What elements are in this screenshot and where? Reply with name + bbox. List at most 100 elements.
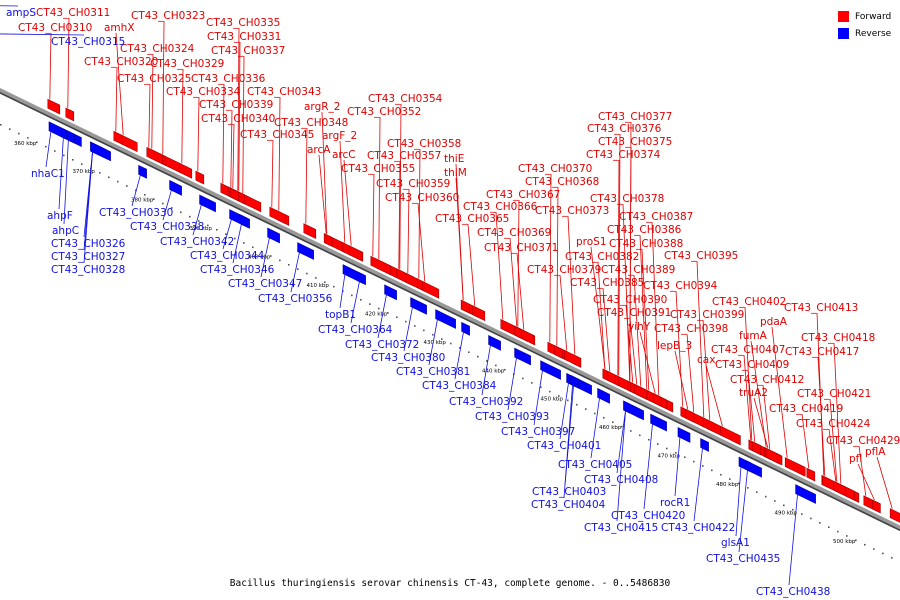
reverse-gene-shape[interactable] bbox=[90, 141, 111, 162]
reverse-gene-label[interactable]: CT43_CH0356 bbox=[258, 293, 333, 305]
forward-gene-shape[interactable] bbox=[422, 281, 440, 299]
forward-gene-label[interactable]: yihY bbox=[628, 321, 651, 333]
forward-gene-shape[interactable] bbox=[405, 272, 419, 289]
forward-gene-shape[interactable] bbox=[652, 392, 662, 407]
forward-gene-label[interactable]: CT43_CH0387 bbox=[619, 211, 693, 223]
forward-gene-label[interactable]: CT43_CH0375 bbox=[598, 136, 672, 148]
forward-gene-label[interactable]: CT43_CH0345 bbox=[240, 129, 314, 141]
forward-gene-shape[interactable] bbox=[784, 457, 806, 477]
forward-gene-label[interactable]: CT43_CH0358 bbox=[387, 138, 461, 150]
forward-gene-shape[interactable] bbox=[765, 447, 783, 466]
reverse-gene-shape[interactable] bbox=[795, 484, 816, 504]
reverse-gene-shape[interactable] bbox=[461, 321, 470, 336]
forward-gene-label[interactable]: CT43_CH0382 bbox=[565, 251, 639, 263]
forward-gene-label[interactable]: CT43_CH0329 bbox=[150, 58, 224, 70]
forward-gene-shape[interactable] bbox=[872, 499, 881, 514]
reverse-gene-shape[interactable] bbox=[169, 179, 182, 196]
reverse-gene-label[interactable]: nhaC1 bbox=[31, 168, 65, 180]
forward-gene-label[interactable]: CT43_CH0340 bbox=[201, 113, 275, 125]
forward-gene-shape[interactable] bbox=[113, 130, 123, 145]
forward-gene-label[interactable]: lepB_3 bbox=[657, 340, 692, 352]
forward-gene-label[interactable]: CT43_CH0389 bbox=[601, 264, 675, 276]
forward-gene-shape[interactable] bbox=[720, 425, 741, 446]
reverse-gene-label[interactable]: CT43_CH0408 bbox=[584, 474, 658, 486]
forward-gene-label[interactable]: truA2 bbox=[739, 387, 768, 399]
reverse-gene-label[interactable]: CT43_CH0328 bbox=[51, 264, 125, 276]
reverse-gene-label[interactable]: CT43_CH0404 bbox=[531, 499, 606, 511]
forward-gene-label[interactable]: pdaA bbox=[760, 316, 788, 328]
reverse-gene-shape[interactable] bbox=[700, 438, 709, 452]
forward-gene-label[interactable]: CT43_CH0331 bbox=[207, 31, 281, 43]
forward-gene-label[interactable]: CT43_CH0419 bbox=[769, 403, 843, 415]
forward-gene-label[interactable]: CT43_CH0373 bbox=[535, 205, 609, 217]
reverse-gene-label[interactable]: CT43_CH0338 bbox=[130, 221, 204, 233]
reverse-gene-label[interactable]: CT43_CH0393 bbox=[475, 411, 549, 423]
reverse-gene-label[interactable]: CT43_CH0330 bbox=[99, 207, 173, 219]
reverse-gene-shape[interactable] bbox=[384, 284, 397, 301]
reverse-gene-shape[interactable] bbox=[650, 413, 667, 432]
reverse-gene-shape[interactable] bbox=[677, 427, 691, 443]
reverse-gene-label[interactable]: CT43_CH0347 bbox=[228, 278, 302, 290]
forward-gene-label[interactable]: CT43_CH0365 bbox=[435, 213, 509, 225]
forward-gene-label[interactable]: CT43_CH0413 bbox=[784, 302, 858, 314]
reverse-gene-label[interactable]: rocR1 bbox=[660, 497, 690, 509]
forward-gene-label[interactable]: CT43_CH0394 bbox=[643, 280, 718, 292]
reverse-gene-label[interactable]: CT43_CH0344 bbox=[190, 250, 265, 262]
forward-gene-label[interactable]: CT43_CH0374 bbox=[586, 149, 661, 161]
forward-gene-label[interactable]: CT43_CH0386 bbox=[607, 224, 682, 236]
reverse-gene-label[interactable]: CT43_CH0326 bbox=[51, 238, 126, 250]
reverse-gene-label[interactable]: CT43_CH0403 bbox=[532, 486, 606, 498]
forward-gene-label[interactable]: CT43_CH0388 bbox=[609, 238, 683, 250]
forward-gene-label[interactable]: CT43_CH0323 bbox=[131, 10, 205, 22]
reverse-gene-shape[interactable] bbox=[514, 347, 531, 366]
forward-gene-label[interactable]: CT43_CH0337 bbox=[211, 45, 285, 57]
forward-gene-shape[interactable] bbox=[323, 233, 333, 247]
forward-gene-label[interactable]: CT43_CH0339 bbox=[199, 99, 273, 111]
reverse-gene-shape[interactable] bbox=[199, 194, 216, 213]
forward-gene-label[interactable]: CT43_CH0385 bbox=[570, 277, 644, 289]
forward-gene-label[interactable]: CT43_CH0352 bbox=[347, 106, 421, 118]
forward-gene-shape[interactable] bbox=[460, 299, 470, 314]
forward-gene-shape[interactable] bbox=[348, 245, 362, 262]
forward-gene-label[interactable]: CT43_CH0368 bbox=[525, 176, 599, 188]
forward-gene-label[interactable]: CT43_CH0379 bbox=[527, 264, 601, 276]
forward-gene-label[interactable]: CT43_CH0376 bbox=[587, 123, 662, 135]
reverse-gene-label[interactable]: CT43_CH0422 bbox=[661, 522, 735, 534]
forward-gene-label[interactable]: CT43_CH0336 bbox=[191, 73, 266, 85]
forward-gene-shape[interactable] bbox=[685, 408, 695, 423]
reverse-gene-shape[interactable] bbox=[623, 400, 644, 421]
forward-gene-label[interactable]: CT43_CH0424 bbox=[796, 418, 871, 430]
reverse-gene-shape[interactable] bbox=[570, 374, 579, 389]
forward-gene-shape[interactable] bbox=[303, 223, 317, 239]
forward-gene-label[interactable]: CT43_CH0355 bbox=[341, 163, 415, 175]
forward-gene-label[interactable]: thiM bbox=[444, 167, 467, 179]
forward-gene-label[interactable]: CT43_CH0390 bbox=[593, 294, 667, 306]
reverse-gene-shape[interactable] bbox=[540, 360, 561, 380]
forward-gene-label[interactable]: CT43_CH0399 bbox=[670, 309, 744, 321]
forward-gene-shape[interactable] bbox=[521, 329, 535, 345]
reverse-gene-label[interactable]: CT43_CH0327 bbox=[51, 251, 125, 263]
forward-gene-label[interactable]: CT43_CH0398 bbox=[654, 323, 728, 335]
forward-gene-shape[interactable] bbox=[607, 370, 617, 385]
forward-gene-shape[interactable] bbox=[889, 508, 900, 528]
forward-gene-label[interactable]: CT43_CH0310 bbox=[18, 22, 92, 34]
forward-gene-label[interactable]: CT43_CH0377 bbox=[598, 111, 672, 123]
forward-gene-shape[interactable] bbox=[65, 107, 75, 122]
forward-gene-label[interactable]: pflA bbox=[865, 446, 886, 458]
reverse-gene-label[interactable]: glsA1 bbox=[721, 537, 750, 549]
forward-gene-label[interactable]: fumA bbox=[739, 330, 768, 342]
forward-gene-label[interactable]: CT43_CH0311 bbox=[36, 7, 110, 19]
forward-gene-label[interactable]: CT43_CH0407 bbox=[711, 344, 785, 356]
forward-gene-label[interactable]: CT43_CH0369 bbox=[477, 227, 551, 239]
forward-gene-shape[interactable] bbox=[472, 305, 486, 322]
forward-gene-label[interactable]: CT43_CH0348 bbox=[274, 117, 348, 129]
forward-gene-label[interactable]: CT43_CH0421 bbox=[797, 388, 871, 400]
forward-gene-label[interactable]: CT43_CH0409 bbox=[715, 359, 789, 371]
reverse-gene-label[interactable]: topB1 bbox=[325, 309, 356, 321]
forward-gene-shape[interactable] bbox=[230, 187, 240, 202]
reverse-gene-shape[interactable] bbox=[267, 227, 280, 244]
reverse-gene-shape[interactable] bbox=[410, 297, 427, 315]
forward-gene-shape[interactable] bbox=[752, 441, 762, 456]
forward-gene-label[interactable]: CT43_CH0378 bbox=[590, 193, 664, 205]
forward-gene-label[interactable]: CT43_CH0367 bbox=[486, 189, 560, 201]
